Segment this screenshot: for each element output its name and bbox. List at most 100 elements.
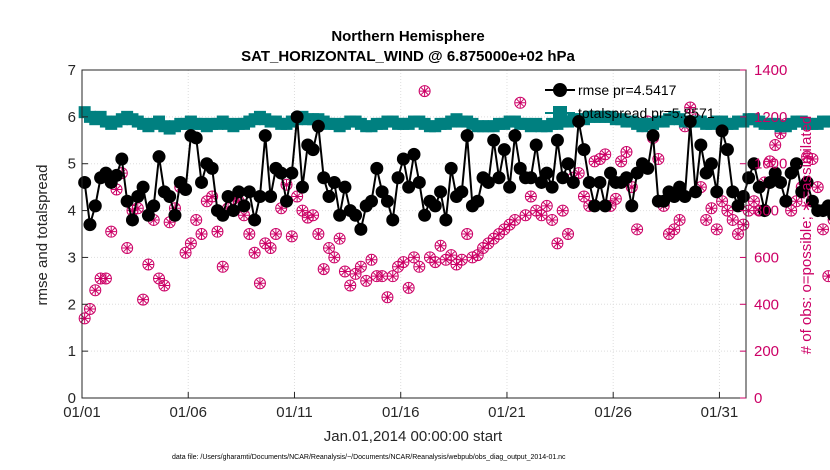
obs-possible-point bbox=[700, 213, 713, 226]
y-right-tick-label: 1000 bbox=[754, 156, 787, 173]
obs-assimilated-point bbox=[823, 271, 830, 282]
obs-possible-point bbox=[291, 190, 304, 203]
rmse-point bbox=[349, 208, 363, 222]
chart-title: Northern Hemisphere bbox=[331, 28, 484, 45]
obs-assimilated-point bbox=[196, 229, 207, 239]
obs-assimilated-point bbox=[207, 191, 218, 202]
rmse-point bbox=[598, 199, 612, 213]
rmse-point bbox=[253, 190, 267, 204]
obs-possible-point bbox=[142, 258, 155, 271]
rmse-point bbox=[333, 208, 347, 222]
obs-assimilated-point bbox=[100, 273, 111, 284]
left-axis: 0 1 2 3 4 5 6 7 bbox=[68, 62, 88, 407]
obs-possible-point bbox=[747, 195, 760, 208]
obs-possible-point bbox=[822, 270, 830, 283]
rmse-point bbox=[742, 171, 756, 185]
rmse-point bbox=[216, 208, 230, 222]
legend-label-totalspread: totalspread pr=5.8571 bbox=[578, 105, 715, 121]
obs-assimilated-point bbox=[84, 303, 95, 314]
right-axis: 0 200 400 600 800 1000 1200 1400 bbox=[740, 62, 787, 407]
obs-assimilated-point bbox=[143, 259, 154, 270]
obs-assimilated-point bbox=[377, 271, 388, 282]
obs-possible-point bbox=[137, 293, 150, 306]
rmse-point bbox=[391, 171, 405, 185]
obs-assimilated-point bbox=[308, 210, 319, 221]
obs-possible-point bbox=[827, 215, 830, 225]
obs-assimilated-point bbox=[339, 266, 350, 277]
obs-possible-point bbox=[540, 199, 553, 212]
rmse-point bbox=[248, 213, 262, 227]
legend-marker-totalspread bbox=[553, 106, 567, 120]
obs-assimilated-point bbox=[499, 224, 510, 235]
obs-possible-point bbox=[519, 209, 532, 222]
obs-assimilated-point bbox=[557, 205, 568, 216]
x-tick-label: 01/31 bbox=[701, 404, 739, 421]
obs-possible-point bbox=[365, 253, 378, 266]
obs-assimilated-point bbox=[610, 193, 621, 204]
obs-assimilated-point bbox=[748, 196, 759, 207]
obs-assimilated-point bbox=[313, 229, 324, 239]
obs-assimilated-point bbox=[632, 224, 643, 235]
obs-possible-point bbox=[620, 146, 633, 158]
obs-possible-point bbox=[121, 242, 134, 255]
obs-possible-point bbox=[386, 270, 399, 283]
obs-possible-point bbox=[195, 228, 208, 240]
obs-assimilated-point bbox=[345, 280, 356, 291]
y-axis-label: rmse and totalspread bbox=[34, 165, 51, 306]
obs-assimilated-point bbox=[393, 261, 404, 272]
obs-assimilated-point bbox=[446, 250, 457, 261]
obs-assimilated-point bbox=[701, 214, 712, 225]
obs-assimilated-point bbox=[239, 210, 250, 221]
rmse-point bbox=[147, 199, 161, 213]
obs-possible-point bbox=[705, 202, 718, 215]
obs-assimilated-point bbox=[600, 149, 611, 160]
obs-assimilated-point bbox=[371, 271, 382, 282]
rmse-point bbox=[582, 175, 596, 189]
rmse-point bbox=[237, 199, 251, 213]
rmse-point bbox=[747, 157, 761, 171]
rmse-point bbox=[646, 129, 660, 143]
rmse-point bbox=[258, 129, 272, 143]
rmse-point bbox=[439, 213, 453, 227]
obs-assimilated-point bbox=[419, 86, 430, 97]
obs-assimilated-point bbox=[616, 156, 627, 167]
obs-assimilated-point bbox=[270, 229, 281, 239]
obs-assimilated-point bbox=[467, 252, 478, 263]
obs-assimilated-point bbox=[430, 257, 441, 268]
y-tick-label: 0 bbox=[68, 390, 76, 407]
y-tick-label: 7 bbox=[68, 62, 76, 79]
obs-assimilated-point bbox=[807, 154, 818, 165]
rmse-point bbox=[295, 180, 309, 194]
obs-assimilated-point bbox=[281, 179, 292, 190]
obs-possible-point bbox=[763, 155, 776, 168]
rmse-point bbox=[115, 152, 129, 166]
obs-possible-point bbox=[811, 181, 824, 194]
rmse-point bbox=[508, 129, 522, 143]
obs-possible-point bbox=[211, 225, 224, 238]
obs-possible-point bbox=[344, 279, 357, 292]
obs-possible-point bbox=[280, 178, 293, 191]
plot-frame bbox=[81, 69, 747, 399]
x-tick-label: 01/06 bbox=[169, 404, 207, 421]
rmse-point bbox=[428, 199, 442, 213]
obs-assimilated-point bbox=[669, 224, 680, 235]
obs-assimilated-point bbox=[504, 219, 515, 230]
obs-assimilated-point bbox=[361, 275, 372, 286]
series-lines bbox=[78, 106, 830, 236]
rmse-point bbox=[678, 190, 692, 204]
obs-assimilated-point bbox=[520, 210, 531, 221]
obs-assimilated-point bbox=[260, 238, 271, 249]
x-axis: 01/01 01/06 01/11 01/16 01/21 01/26 01/31 bbox=[63, 392, 738, 421]
obs-possible-point bbox=[312, 228, 325, 240]
obs-assimilated-point bbox=[621, 147, 632, 157]
obs-assimilated-point bbox=[409, 252, 419, 263]
rmse-point bbox=[322, 190, 336, 204]
obs-assimilated-point bbox=[525, 191, 536, 202]
obs-possible-point bbox=[562, 228, 575, 240]
obs-assimilated-point bbox=[414, 261, 425, 272]
rmse-point bbox=[758, 204, 772, 218]
rmse-point bbox=[120, 194, 134, 208]
obs-assimilated-point bbox=[318, 264, 329, 275]
obs-assimilated-point bbox=[244, 229, 255, 239]
obs-possible-point bbox=[381, 291, 394, 304]
